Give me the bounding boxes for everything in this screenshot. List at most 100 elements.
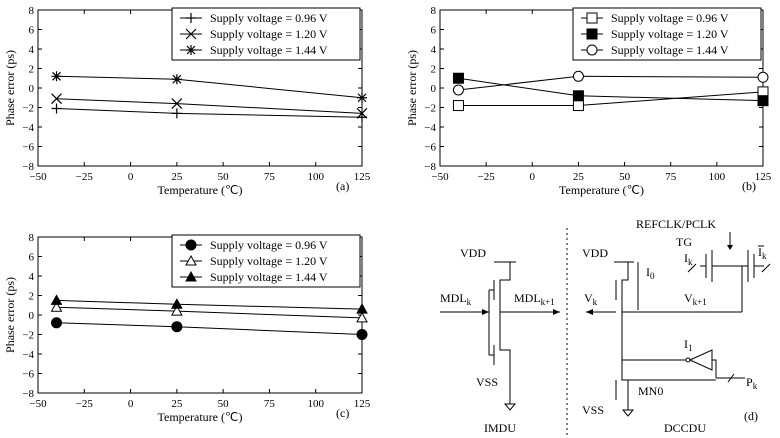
ikbar-slash — [761, 263, 771, 273]
legend-label: Supply voltage = 1.44 V — [611, 43, 729, 57]
series-1 — [452, 86, 769, 112]
imdu-title: IMDU — [484, 421, 516, 435]
chart-panel-c: 8 6 4 2 0 −2 −4 −6 −8−50 −25 0 25 50 75 100 125 Temperat… — [3, 232, 371, 424]
series-line — [458, 77, 764, 102]
legend-marker — [185, 28, 197, 40]
imdu-ground — [503, 403, 517, 411]
panel-label: (c) — [336, 406, 349, 420]
data-point — [572, 70, 584, 82]
series-line — [56, 75, 363, 99]
tg-label: TG — [676, 235, 692, 249]
legend-label: Supply voltage = 1.20 V — [210, 27, 328, 41]
x-tick-label: 125 — [755, 171, 772, 183]
chart-panel-a: 8 6 4 2 0 −2 −4 −6 −8−50 −25 0 25 50 75 100 125 Temperat… — [3, 5, 371, 197]
y-axis-label: Phase error (ps) — [3, 277, 17, 353]
data-point — [171, 321, 183, 333]
series-line — [458, 75, 764, 91]
y-tick-label: −2 — [22, 103, 34, 115]
y-tick-label: 6 — [431, 25, 437, 37]
y-tick-label: 2 — [29, 64, 35, 76]
y-tick-label: −2 — [424, 103, 436, 115]
legend-marker — [186, 45, 196, 55]
data-point — [452, 84, 464, 96]
imdu-in-label: MDLk — [440, 291, 472, 307]
imdu-pmos-wire — [499, 262, 511, 300]
imdu-vdd-label: VDD — [460, 246, 486, 260]
x-tick-label: 25 — [573, 171, 585, 183]
series-3 — [452, 70, 769, 96]
series-2 — [452, 72, 769, 107]
y-tick-label: 0 — [29, 83, 35, 95]
data-point — [51, 71, 62, 82]
y-tick-label: 8 — [29, 5, 35, 17]
x-tick-label: 50 — [218, 171, 230, 183]
x-tick-label: 75 — [264, 171, 276, 183]
data-point — [171, 74, 182, 85]
data-point — [757, 71, 769, 83]
imdu-pmos-gate — [489, 280, 495, 300]
legend-label: Supply voltage = 1.44 V — [210, 43, 328, 57]
x-tick-label: −50 — [29, 398, 47, 410]
data-point — [356, 311, 368, 323]
y-tick-label: −6 — [22, 369, 34, 381]
legend-marker — [185, 270, 197, 282]
series-line — [56, 107, 363, 118]
dccdu-pmos — [621, 262, 629, 300]
legend-box — [171, 234, 361, 288]
imdu-vss-label: VSS — [476, 375, 498, 389]
y-tick-label: −2 — [22, 330, 34, 342]
data-point — [51, 93, 62, 105]
series-line — [458, 91, 764, 107]
series-3 — [50, 294, 368, 314]
legend-label: Supply voltage = 1.44 V — [210, 270, 328, 284]
x-tick-label: 0 — [128, 398, 134, 410]
data-point — [171, 108, 182, 119]
legend-marker — [586, 28, 598, 40]
legend-marker — [586, 44, 598, 56]
x-tick-label: 75 — [665, 171, 677, 183]
i1-label: I1 — [684, 337, 693, 353]
y-tick-label: 4 — [29, 44, 35, 56]
chart-panel-b: 8 6 4 2 0 −2 −4 −6 −8−50 −25 0 25 50 75 100 125 Temperat… — [405, 5, 772, 197]
i1-inverter — [688, 349, 713, 371]
dccdu-vss-label: VSS — [582, 403, 604, 417]
vk1-label: Vk+1 — [684, 291, 707, 307]
y-tick-label: 8 — [29, 232, 35, 244]
imdu-out-label: MDLk+1 — [514, 291, 555, 307]
data-point — [572, 90, 584, 102]
legend-label: Supply voltage = 1.20 V — [210, 254, 328, 268]
series-line — [56, 306, 363, 319]
x-tick-label: −25 — [478, 171, 496, 183]
refclk-arrow — [727, 245, 733, 250]
x-tick-label: 25 — [171, 398, 183, 410]
y-tick-label: −4 — [424, 122, 436, 134]
x-tick-label: 75 — [264, 398, 276, 410]
y-tick-label: −4 — [22, 122, 34, 134]
legend-label: Supply voltage = 0.96 V — [210, 11, 328, 25]
y-tick-label: −8 — [424, 161, 436, 173]
data-point — [171, 305, 183, 316]
x-tick-label: 100 — [307, 398, 324, 410]
dccdu-ground — [621, 409, 635, 417]
y-tick-label: 2 — [29, 291, 35, 303]
data-point — [51, 103, 62, 114]
legend-label: Supply voltage = 0.96 V — [611, 11, 729, 25]
x-axis-label: Temperature (℃) — [158, 183, 243, 197]
x-tick-label: 0 — [128, 171, 134, 183]
tg-body — [705, 250, 755, 282]
y-tick-label: 8 — [431, 5, 437, 17]
x-tick-label: 50 — [619, 171, 631, 183]
x-axis-label: Temperature (℃) — [559, 183, 644, 197]
dccdu-title: DCCDU — [664, 421, 706, 435]
legend-label: Supply voltage = 0.96 V — [210, 238, 328, 252]
data-point — [50, 301, 63, 312]
ik-label: Ik — [684, 251, 693, 267]
x-tick-label: 50 — [218, 398, 230, 410]
dccdu-vdd-label: VDD — [582, 246, 608, 260]
pk-label: Pk — [746, 375, 758, 391]
imdu-nmos-wire — [499, 330, 511, 390]
y-tick-label: 0 — [29, 310, 35, 322]
data-point — [757, 95, 769, 107]
y-tick-label: −6 — [424, 142, 436, 154]
data-point — [572, 100, 584, 112]
